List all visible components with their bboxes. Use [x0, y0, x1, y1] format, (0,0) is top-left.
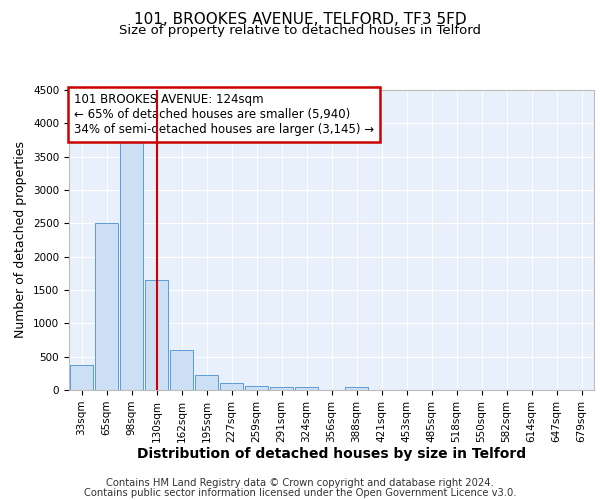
Bar	[170, 350, 193, 390]
X-axis label: Distribution of detached houses by size in Telford: Distribution of detached houses by size …	[137, 448, 526, 462]
Text: 101 BROOKES AVENUE: 124sqm
← 65% of detached houses are smaller (5,940)
34% of s: 101 BROOKES AVENUE: 124sqm ← 65% of deta…	[74, 93, 374, 136]
Bar	[269, 386, 293, 390]
Bar	[70, 366, 94, 390]
Text: Contains HM Land Registry data © Crown copyright and database right 2024.: Contains HM Land Registry data © Crown c…	[106, 478, 494, 488]
Text: 101, BROOKES AVENUE, TELFORD, TF3 5FD: 101, BROOKES AVENUE, TELFORD, TF3 5FD	[134, 12, 466, 28]
Bar	[145, 280, 169, 390]
Y-axis label: Number of detached properties: Number of detached properties	[14, 142, 28, 338]
Bar	[119, 140, 143, 390]
Bar	[220, 382, 244, 390]
Text: Size of property relative to detached houses in Telford: Size of property relative to detached ho…	[119, 24, 481, 37]
Bar	[295, 388, 319, 390]
Bar	[194, 374, 218, 390]
Text: Contains public sector information licensed under the Open Government Licence v3: Contains public sector information licen…	[84, 488, 516, 498]
Bar	[245, 386, 268, 390]
Bar	[95, 224, 118, 390]
Bar	[344, 386, 368, 390]
